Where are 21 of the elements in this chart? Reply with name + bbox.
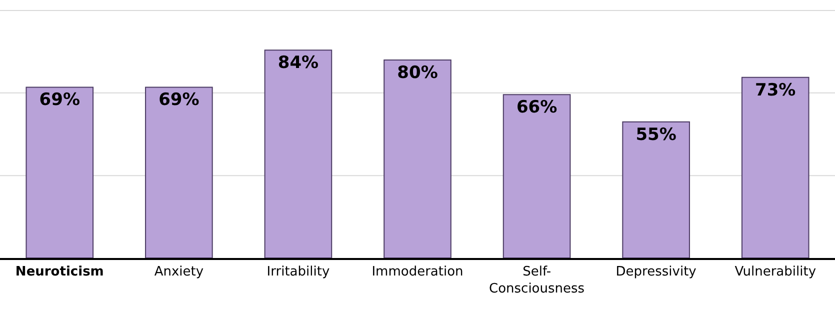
data-label: 55% [636, 124, 676, 145]
data-label: 66% [516, 98, 558, 118]
bar [622, 121, 690, 258]
x-tick-label: Neuroticism [15, 264, 104, 280]
data-label: 80% [397, 63, 438, 83]
x-tick-label: Self-Consciousness [489, 264, 585, 296]
x-tick-label: Vulnerability [734, 264, 816, 280]
bar [145, 86, 213, 258]
bar [502, 94, 571, 258]
data-label: 69% [158, 90, 200, 110]
x-tick-label: Irritability [266, 264, 330, 280]
x-tick-label: Immoderation [372, 264, 464, 280]
bar [264, 50, 332, 258]
bar [26, 86, 94, 258]
x-tick-label: Depressivity [616, 264, 697, 280]
data-label: 69% [39, 90, 80, 110]
bar [384, 60, 452, 258]
x-tick-label: Anxiety [154, 264, 204, 280]
bar [741, 76, 810, 258]
data-label: 73% [755, 80, 796, 100]
data-label: 84% [278, 53, 319, 74]
